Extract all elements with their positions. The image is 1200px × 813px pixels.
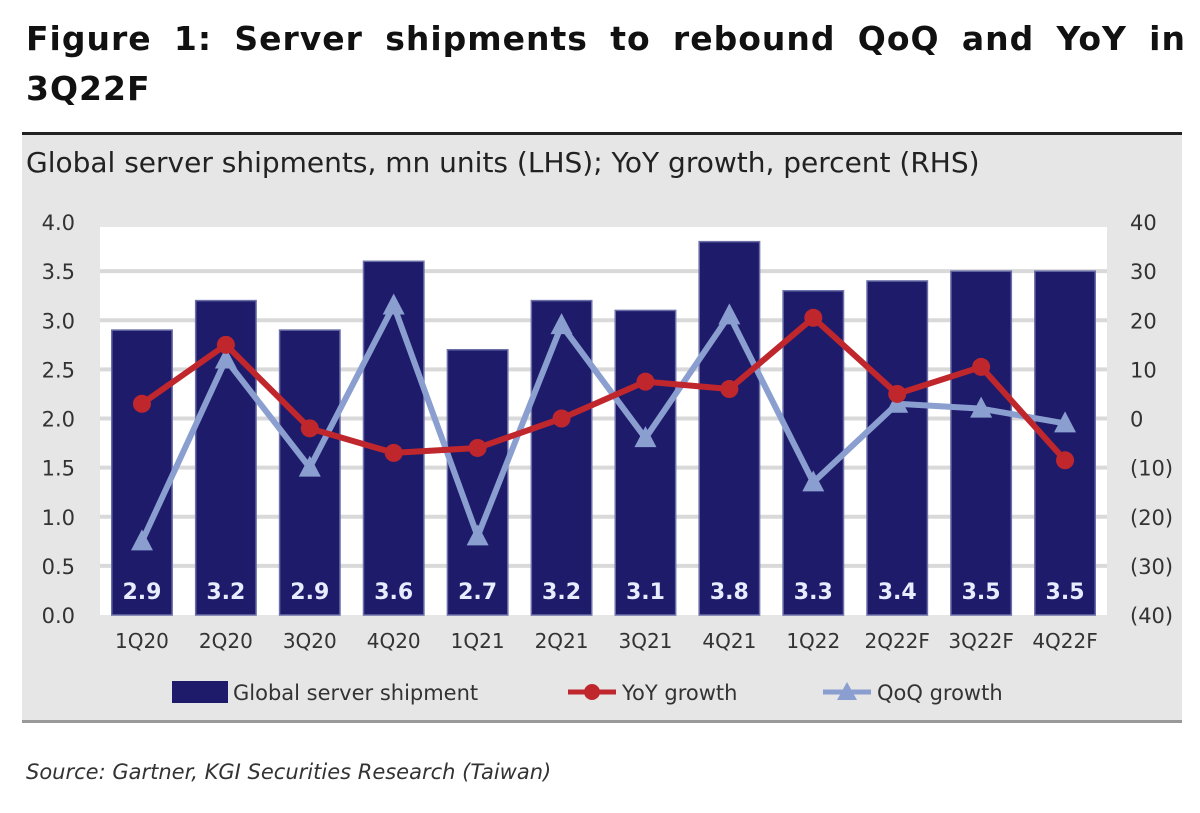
x-axis-tick-label: 1Q20 — [115, 629, 169, 653]
qoq-point — [130, 529, 153, 551]
bar — [698, 240, 761, 616]
bar — [1034, 270, 1097, 616]
x-axis-tick-label: 2Q20 — [199, 629, 253, 653]
x-axis-tick-label: 3Q22F — [948, 629, 1013, 653]
yoy-point — [552, 409, 571, 428]
yoy-point — [804, 308, 823, 327]
yoy-point — [216, 335, 235, 354]
qoq-point — [802, 470, 825, 492]
x-axis-tick-label: 4Q22F — [1032, 629, 1097, 653]
legend-label: YoY growth — [621, 681, 737, 705]
chart-subtitle: Global server shipments, mn units (LHS);… — [26, 146, 980, 179]
right-axis-tick-label: 0 — [1130, 408, 1143, 432]
bar-data-label: 2.9 — [122, 580, 161, 605]
qoq-point — [550, 313, 573, 335]
right-axis-tick-label: 10 — [1130, 358, 1157, 382]
bar-data-label: 3.3 — [794, 580, 833, 605]
yoy-point — [720, 380, 739, 399]
right-axis-tick-label: (20) — [1130, 506, 1173, 530]
yoy-point — [132, 394, 151, 413]
x-axis-tick-label: 4Q21 — [702, 629, 756, 653]
source-note: Source: Gartner, KGI Securities Research… — [26, 760, 552, 784]
legend-swatch-bar — [172, 681, 228, 703]
bar — [110, 329, 173, 616]
bar-data-label: 3.5 — [962, 580, 1001, 605]
bar-data-label: 2.7 — [458, 580, 497, 605]
bar-data-label: 3.1 — [626, 580, 665, 605]
series-line-qoq-growth — [139, 302, 1066, 543]
qoq-point — [298, 455, 321, 477]
left-axis-tick-label: 3.0 — [42, 309, 75, 333]
left-axis-tick-label: 0.0 — [42, 604, 75, 628]
qoq-point — [214, 347, 237, 369]
yoy-point — [888, 384, 907, 403]
left-axis-tick-label: 0.5 — [42, 555, 75, 579]
yoy-point — [972, 357, 991, 376]
x-axis-tick-label: 3Q20 — [283, 629, 337, 653]
x-axis-tick-label: 1Q22 — [786, 629, 840, 653]
yoy-point — [1056, 451, 1075, 470]
bar — [950, 270, 1013, 616]
yoy-point — [636, 372, 655, 391]
bar — [362, 260, 425, 616]
qoq-point — [634, 426, 657, 448]
bar-data-label: 3.2 — [206, 580, 245, 605]
legend-label: Global server shipment — [233, 681, 478, 705]
right-axis-tick-label: 40 — [1130, 211, 1157, 235]
bar-data-label: 3.6 — [374, 580, 413, 605]
yoy-point — [300, 419, 319, 438]
left-axis-tick-label: 4.0 — [42, 211, 75, 235]
left-axis-tick-label: 2.5 — [42, 358, 75, 382]
series-line-yoy-growth — [140, 314, 1068, 463]
left-axis-tick-label: 1.5 — [42, 457, 75, 481]
bar-data-label: 3.2 — [542, 580, 581, 605]
right-axis-tick-label: (40) — [1130, 604, 1173, 628]
qoq-point — [466, 524, 489, 546]
yoy-point — [468, 438, 487, 457]
figure-title: Figure 1: Server shipments to rebound Qo… — [26, 19, 1186, 108]
x-axis-tick-label: 3Q21 — [618, 629, 672, 653]
bar — [614, 309, 677, 616]
bar-data-label: 3.5 — [1046, 580, 1085, 605]
bar — [866, 280, 929, 616]
right-axis-tick-label: 20 — [1130, 309, 1157, 333]
bar-data-label: 2.9 — [290, 580, 329, 605]
right-axis-tick-label: (30) — [1130, 555, 1173, 579]
x-axis-tick-label: 1Q21 — [451, 629, 505, 653]
x-axis-tick-label: 2Q21 — [535, 629, 589, 653]
bar — [530, 299, 593, 616]
left-axis-tick-label: 2.0 — [42, 408, 75, 432]
left-axis-tick-label: 1.0 — [42, 506, 75, 530]
plot-area — [100, 227, 1107, 615]
bar-data-label: 3.8 — [710, 580, 749, 605]
yoy-point — [384, 443, 403, 462]
legend-label: QoQ growth — [877, 681, 1003, 705]
right-axis-tick-label: (10) — [1130, 457, 1173, 481]
x-axis-tick-label: 4Q20 — [367, 629, 421, 653]
left-axis-tick-label: 3.5 — [42, 260, 75, 284]
title-divider — [22, 132, 1182, 135]
right-axis-tick-label: 30 — [1130, 260, 1157, 284]
bar-data-label: 3.4 — [878, 580, 917, 605]
qoq-point — [382, 293, 405, 315]
bar — [782, 290, 845, 616]
qoq-point — [718, 303, 741, 325]
legend-marker-qoq — [837, 682, 857, 700]
qoq-point — [1054, 411, 1077, 433]
x-axis-tick-label: 2Q22F — [864, 629, 929, 653]
qoq-point — [970, 396, 993, 418]
legend-marker-yoy — [584, 684, 600, 700]
